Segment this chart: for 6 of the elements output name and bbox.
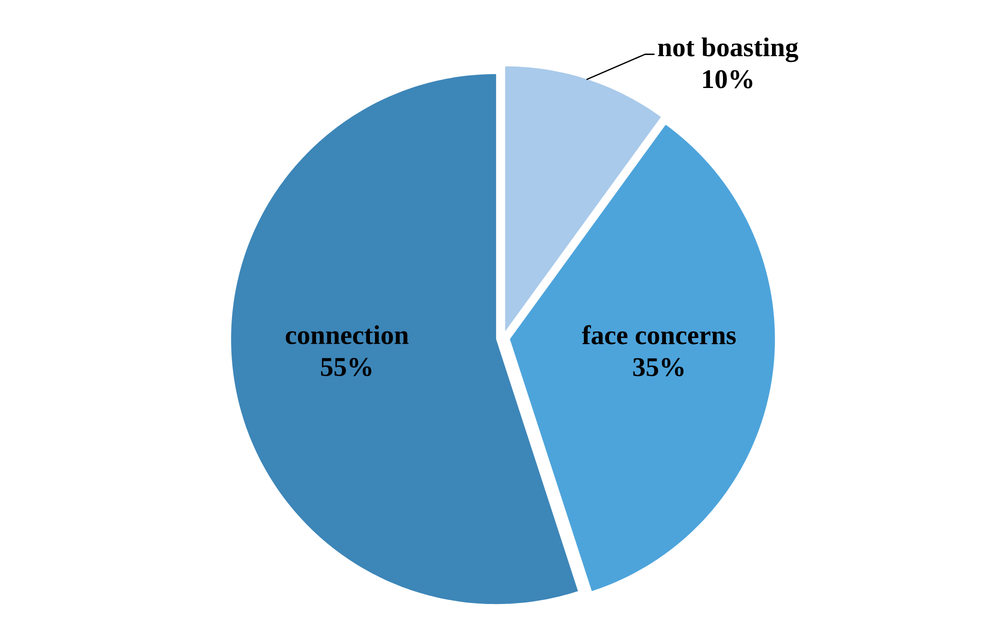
data-label: 10% [703, 70, 752, 88]
data-label: 35% [633, 358, 684, 376]
slice-label: connection [286, 325, 409, 344]
slice-label: face concerns [582, 325, 736, 344]
slice-label: not boasting [658, 37, 798, 62]
data-label: 55% [321, 358, 372, 376]
